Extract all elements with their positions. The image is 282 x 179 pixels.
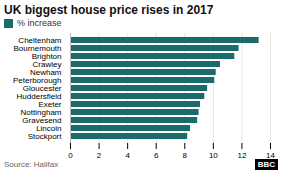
html-text:UK biggest house price rises i: UK biggest house price rises in 2017 bbox=[4, 3, 214, 17]
svg-text:Lincoln: Lincoln bbox=[36, 124, 62, 134]
svg-text:Cheltenham: Cheltenham bbox=[18, 36, 62, 46]
svg-text:0: 0 bbox=[68, 151, 73, 159]
svg-text:8: 8 bbox=[183, 151, 188, 159]
svg-text:Brighton: Brighton bbox=[31, 52, 62, 62]
svg-text:Bournemouth: Bournemouth bbox=[13, 44, 62, 54]
svg-text:Nottingham: Nottingham bbox=[20, 108, 62, 118]
svg-text:Gloucester: Gloucester bbox=[22, 84, 62, 94]
svg-text:Huddersfield: Huddersfield bbox=[16, 92, 62, 102]
svg-text:Crawley: Crawley bbox=[32, 60, 62, 70]
svg-text:Gravesend: Gravesend bbox=[22, 116, 62, 126]
svg-text:Exeter: Exeter bbox=[38, 100, 62, 110]
svg-text:14: 14 bbox=[266, 151, 275, 159]
svg-text:12: 12 bbox=[237, 151, 246, 159]
html-text:Source: Halifax: Source: Halifax bbox=[4, 160, 59, 169]
svg-text:Stockport: Stockport bbox=[28, 132, 63, 141]
svg-text:6: 6 bbox=[154, 151, 159, 159]
svg-text:2: 2 bbox=[97, 151, 102, 159]
html-text:BBC: BBC bbox=[257, 160, 275, 169]
svg-text:4: 4 bbox=[125, 151, 130, 159]
svg-text:10: 10 bbox=[209, 151, 218, 159]
svg-text:Newham: Newham bbox=[29, 68, 62, 78]
svg-text:Peterborough: Peterborough bbox=[13, 76, 62, 86]
html-text:% increase: % increase bbox=[17, 18, 62, 28]
